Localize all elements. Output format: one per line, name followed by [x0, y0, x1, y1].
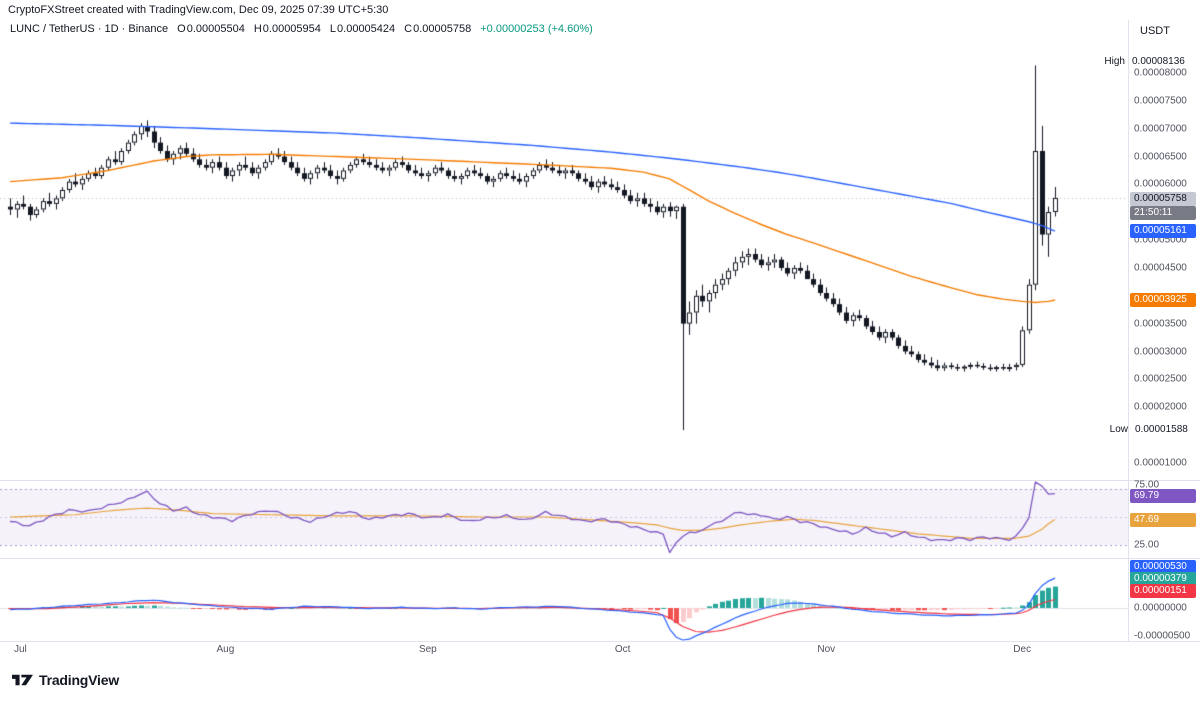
high-value-legend: 0.00005954 [262, 23, 321, 35]
tradingview-logo[interactable]: TradingView [12, 672, 119, 688]
high-label: High [1104, 56, 1125, 67]
rsi-value-badge: 69.79 [1130, 489, 1196, 503]
macd-axis-label: -0.00000500 [1134, 630, 1191, 642]
tradingview-logo-text: TradingView [39, 672, 120, 688]
macd-signal-badge: 0.00000151 [1130, 584, 1196, 598]
ma-fast-value-badge: 0.00003925 [1130, 293, 1196, 307]
time-axis-month: Dec [1013, 644, 1032, 655]
price-axis-label: 0.00008000 [1134, 67, 1187, 79]
change-value: +0.00000253 (+4.60%) [480, 23, 593, 35]
price-axis-label: 0.00002500 [1134, 373, 1187, 385]
price-axis-label: 0.00001000 [1134, 457, 1187, 469]
high-price-row: High 0.00008136 [1101, 56, 1185, 67]
ohlc-high: H 0.00005954 [254, 23, 321, 35]
macd-axis-label: 0.00000000 [1134, 602, 1187, 614]
macd-histogram-badge: 0.00000379 [1130, 572, 1196, 586]
panel-separator-rsi-macd[interactable] [0, 558, 1200, 559]
price-axis-label: 0.00006000 [1134, 178, 1187, 190]
low-label: Low [1109, 424, 1128, 435]
open-value: 0.00005504 [186, 23, 245, 35]
price-axis-label: 0.00004500 [1134, 262, 1187, 274]
rsi-axis-label: 75.00 [1134, 479, 1160, 491]
chart-legend: LUNC / TetherUS · 1D · Binance O 0.000055… [10, 23, 593, 35]
price-axis-label: 0.00005000 [1134, 234, 1187, 246]
price-axis-label: 0.00006500 [1134, 151, 1187, 163]
high-label-legend: H [253, 23, 262, 35]
time-axis-month: Nov [817, 644, 836, 655]
tradingview-logo-icon [12, 674, 33, 686]
attribution-text: CryptoFXStreet created with TradingView.… [8, 4, 389, 16]
close-value-legend: 0.00005758 [413, 23, 472, 35]
time-axis-month: Jul [14, 644, 27, 655]
low-price-row: Low 0.00001588 [1104, 424, 1188, 435]
panel-separator-price-rsi[interactable] [0, 480, 1200, 481]
open-label: O [177, 23, 186, 35]
high-value: 0.00008136 [1132, 56, 1185, 67]
low-label-legend: L [329, 23, 337, 35]
price-axis-label: 0.00007000 [1134, 123, 1187, 135]
time-axis-month: Oct [614, 644, 631, 655]
bar-countdown-badge: 21:50:11 [1130, 206, 1196, 220]
low-value: 0.00001588 [1135, 424, 1188, 435]
ohlc-low: L 0.00005424 [330, 23, 395, 35]
last-price-badge: 0.00005758 [1130, 192, 1196, 206]
panel-separator-time-axis [0, 641, 1200, 642]
price-axis-label: 0.00003500 [1134, 318, 1187, 330]
close-label-legend: C [404, 23, 413, 35]
rsi-ma-value-badge: 47.69 [1130, 513, 1196, 527]
ohlc-close: C 0.00005758 [404, 23, 471, 35]
ma-slow-value-badge: 0.00005161 [1130, 224, 1196, 238]
time-axis-month: Sep [418, 644, 437, 655]
rsi-axis-label: 25.00 [1134, 539, 1160, 551]
symbol-title[interactable]: LUNC / TetherUS · 1D · Binance [10, 23, 169, 35]
ohlc-open: O 0.00005504 [177, 23, 245, 35]
low-value-legend: 0.00005424 [337, 23, 396, 35]
price-scale-border[interactable] [1128, 20, 1129, 641]
price-axis-label: 0.00007500 [1134, 95, 1187, 107]
macd-value-badge: 0.00000530 [1130, 560, 1196, 574]
currency-label: USDT [1140, 25, 1170, 37]
price-axis-label: 0.00003000 [1134, 346, 1187, 357]
time-axis-month: Aug [216, 644, 235, 655]
price-axis-label: 0.00002000 [1134, 401, 1187, 413]
